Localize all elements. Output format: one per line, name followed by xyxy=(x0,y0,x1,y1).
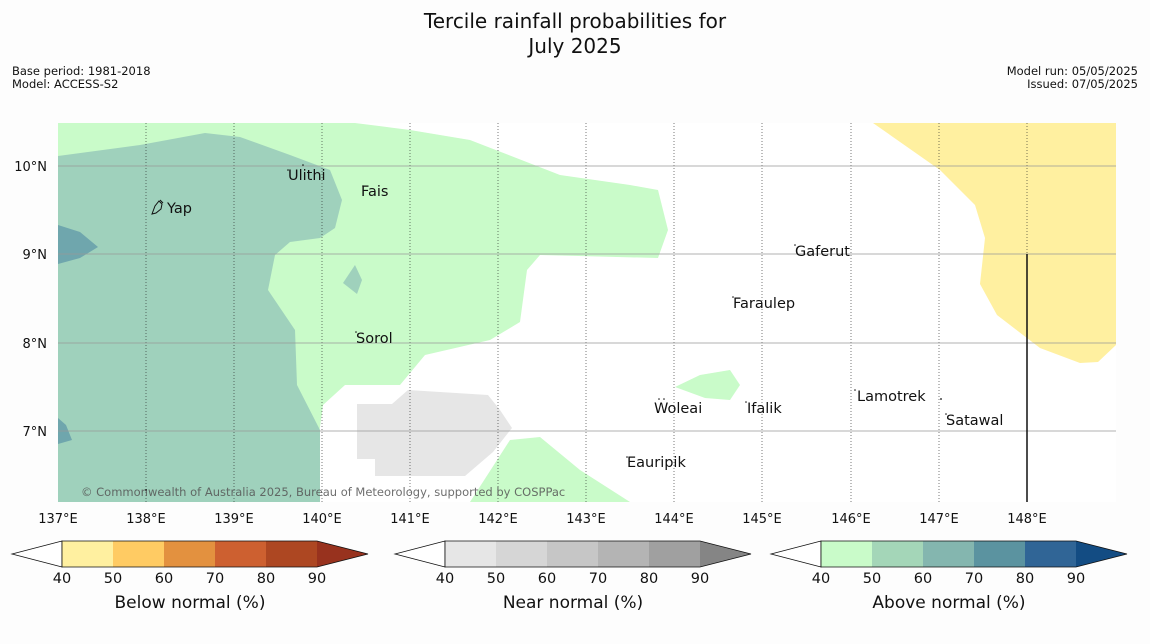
lat-label-9n: 9°N xyxy=(23,248,48,263)
above-normal-50-patch-woleai xyxy=(675,370,740,400)
meta-left: Base period: 1981-2018 Model: ACCESS-S2 xyxy=(12,65,151,91)
colorbar-above-extend-low xyxy=(769,540,822,568)
cb-below-tick-80: 80 xyxy=(257,571,275,587)
lat-label-8n: 8°N xyxy=(23,337,48,352)
lon-label-146e: 146°E xyxy=(831,512,871,527)
latitude-gridlines xyxy=(58,165,1116,432)
model-run-text: Model run: 05/05/2025 xyxy=(1006,64,1138,78)
above-normal-50-patch-south xyxy=(470,437,630,502)
map-title-line2: July 2025 xyxy=(528,34,622,58)
cb-near-tick-70: 70 xyxy=(589,571,607,587)
cb-above-tick-80: 80 xyxy=(1016,571,1034,587)
cb-above-tick-90: 90 xyxy=(1067,571,1085,587)
cb-below-tick-70: 70 xyxy=(206,571,224,587)
lon-label-148e: 148°E xyxy=(1007,512,1047,527)
cb-above-tick-60: 60 xyxy=(914,571,932,587)
cb-above-tick-40: 40 xyxy=(812,571,830,587)
lon-label-142e: 142°E xyxy=(478,512,518,527)
cb-above-tick-50: 50 xyxy=(863,571,881,587)
colorbar-below-seg-2 xyxy=(113,541,164,567)
colorbar-below-normal xyxy=(10,540,369,568)
cb-below-tick-40: 40 xyxy=(53,571,71,587)
colorbar-near-seg-5 xyxy=(649,541,700,567)
near-normal-region xyxy=(357,390,512,476)
cb-below-tick-90: 90 xyxy=(308,571,326,587)
cb-near-tick-50: 50 xyxy=(487,571,505,587)
colorbar-near-seg-1 xyxy=(445,541,496,567)
cb-near-tick-60: 60 xyxy=(538,571,556,587)
lon-label-137e: 137°E xyxy=(38,512,78,527)
yap-island-outline xyxy=(151,199,164,215)
place-sorol: Sorol xyxy=(356,331,393,347)
colorbar-above-normal xyxy=(769,540,1128,568)
colorbar-near-seg-3 xyxy=(547,541,598,567)
lon-label-139e: 139°E xyxy=(214,512,254,527)
cb-below-tick-60: 60 xyxy=(155,571,173,587)
lon-label-140e: 140°E xyxy=(302,512,342,527)
colorbar-above-seg-2 xyxy=(872,541,923,567)
island-markers xyxy=(145,164,947,491)
lon-label-143e: 143°E xyxy=(566,512,606,527)
cb-near-tick-40: 40 xyxy=(436,571,454,587)
place-fais: Fais xyxy=(361,184,388,200)
lon-label-147e: 147°E xyxy=(919,512,959,527)
colorbar-below-label: Below normal (%) xyxy=(114,593,266,613)
lon-label-145e: 145°E xyxy=(742,512,782,527)
above-normal-60-region xyxy=(58,133,342,502)
place-ulithi: Ulithi xyxy=(288,168,326,184)
colorbar-near-label: Near normal (%) xyxy=(502,593,644,613)
place-faraulep: Faraulep xyxy=(733,296,795,312)
colorbar-below-seg-5 xyxy=(266,541,317,567)
lon-label-138e: 138°E xyxy=(126,512,166,527)
colorbar-above-seg-4 xyxy=(974,541,1025,567)
colorbar-near-extend-high xyxy=(700,541,751,567)
base-period-text: Base period: 1981-2018 xyxy=(12,64,151,78)
below-normal-40-region xyxy=(873,123,1116,363)
lon-label-144e: 144°E xyxy=(654,512,694,527)
colorbar-below-extend-high xyxy=(317,541,368,567)
above-normal-60-patch xyxy=(343,265,362,294)
cb-below-tick-50: 50 xyxy=(104,571,122,587)
cb-above-tick-70: 70 xyxy=(965,571,983,587)
model-text: Model: ACCESS-S2 xyxy=(12,77,119,91)
colorbar-below-seg-3 xyxy=(164,541,215,567)
lon-label-141e: 141°E xyxy=(390,512,430,527)
colorbar-above-label: Above normal (%) xyxy=(872,593,1026,613)
lat-label-7n: 7°N xyxy=(23,425,48,440)
colorbar-above-extend-high xyxy=(1076,541,1127,567)
place-gaferut: Gaferut xyxy=(795,244,850,260)
place-lamotrek: Lamotrek xyxy=(857,389,926,405)
colorbar-above-seg-1 xyxy=(821,541,872,567)
meta-right: Model run: 05/05/2025 Issued: 07/05/2025 xyxy=(1007,65,1138,91)
place-woleai: Woleai xyxy=(654,401,702,417)
issued-text: Issued: 07/05/2025 xyxy=(1027,77,1138,91)
lat-label-10n: 10°N xyxy=(14,160,47,175)
colorbar-near-normal xyxy=(393,540,752,568)
colorbar-above-seg-5 xyxy=(1025,541,1076,567)
place-eauripik: Eauripik xyxy=(627,455,686,471)
place-yap: Yap xyxy=(166,201,192,217)
place-satawal: Satawal xyxy=(946,413,1003,429)
cb-near-tick-90: 90 xyxy=(691,571,709,587)
map-plot-area: Ulithi Fais Yap Gaferut Faraulep Sorol L… xyxy=(58,123,1116,502)
map-title-line1: Tercile rainfall probabilities for xyxy=(423,9,727,33)
colorbar-near-seg-4 xyxy=(598,541,649,567)
cb-near-tick-80: 80 xyxy=(640,571,658,587)
colorbar-near-seg-2 xyxy=(496,541,547,567)
colorbar-below-seg-1 xyxy=(62,541,113,567)
colorbar-above-seg-3 xyxy=(923,541,974,567)
colorbar-below-extend-low xyxy=(10,540,63,568)
colorbar-near-extend-low xyxy=(393,540,446,568)
copyright-text: © Commonwealth of Australia 2025, Bureau… xyxy=(81,485,565,499)
place-ifalik: Ifalik xyxy=(747,401,782,417)
colorbar-below-seg-4 xyxy=(215,541,266,567)
